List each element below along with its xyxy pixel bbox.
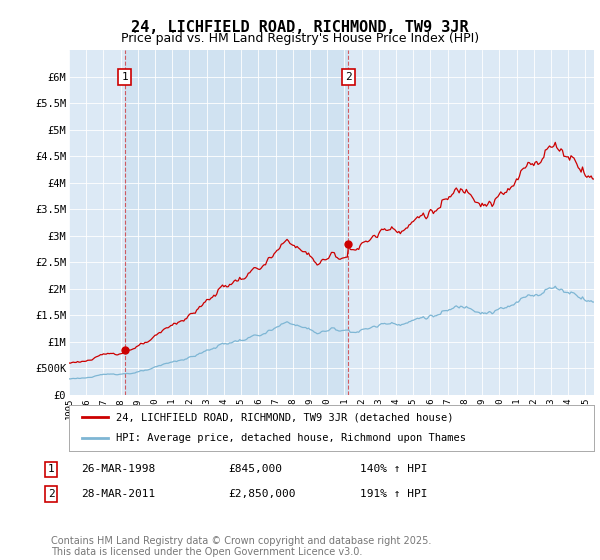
Text: 28-MAR-2011: 28-MAR-2011 (81, 489, 155, 499)
Text: 140% ↑ HPI: 140% ↑ HPI (360, 464, 427, 474)
Text: 1: 1 (47, 464, 55, 474)
Text: 24, LICHFIELD ROAD, RICHMOND, TW9 3JR (detached house): 24, LICHFIELD ROAD, RICHMOND, TW9 3JR (d… (116, 412, 454, 422)
Text: 26-MAR-1998: 26-MAR-1998 (81, 464, 155, 474)
Text: £2,850,000: £2,850,000 (228, 489, 296, 499)
Bar (125, 50, 349, 395)
Text: 1: 1 (121, 72, 128, 82)
Text: 2: 2 (345, 72, 352, 82)
Text: 2: 2 (47, 489, 55, 499)
Text: HPI: Average price, detached house, Richmond upon Thames: HPI: Average price, detached house, Rich… (116, 433, 466, 444)
Text: 24, LICHFIELD ROAD, RICHMOND, TW9 3JR: 24, LICHFIELD ROAD, RICHMOND, TW9 3JR (131, 20, 469, 35)
Text: 191% ↑ HPI: 191% ↑ HPI (360, 489, 427, 499)
Text: £845,000: £845,000 (228, 464, 282, 474)
Text: Contains HM Land Registry data © Crown copyright and database right 2025.
This d: Contains HM Land Registry data © Crown c… (51, 535, 431, 557)
Text: Price paid vs. HM Land Registry's House Price Index (HPI): Price paid vs. HM Land Registry's House … (121, 32, 479, 45)
